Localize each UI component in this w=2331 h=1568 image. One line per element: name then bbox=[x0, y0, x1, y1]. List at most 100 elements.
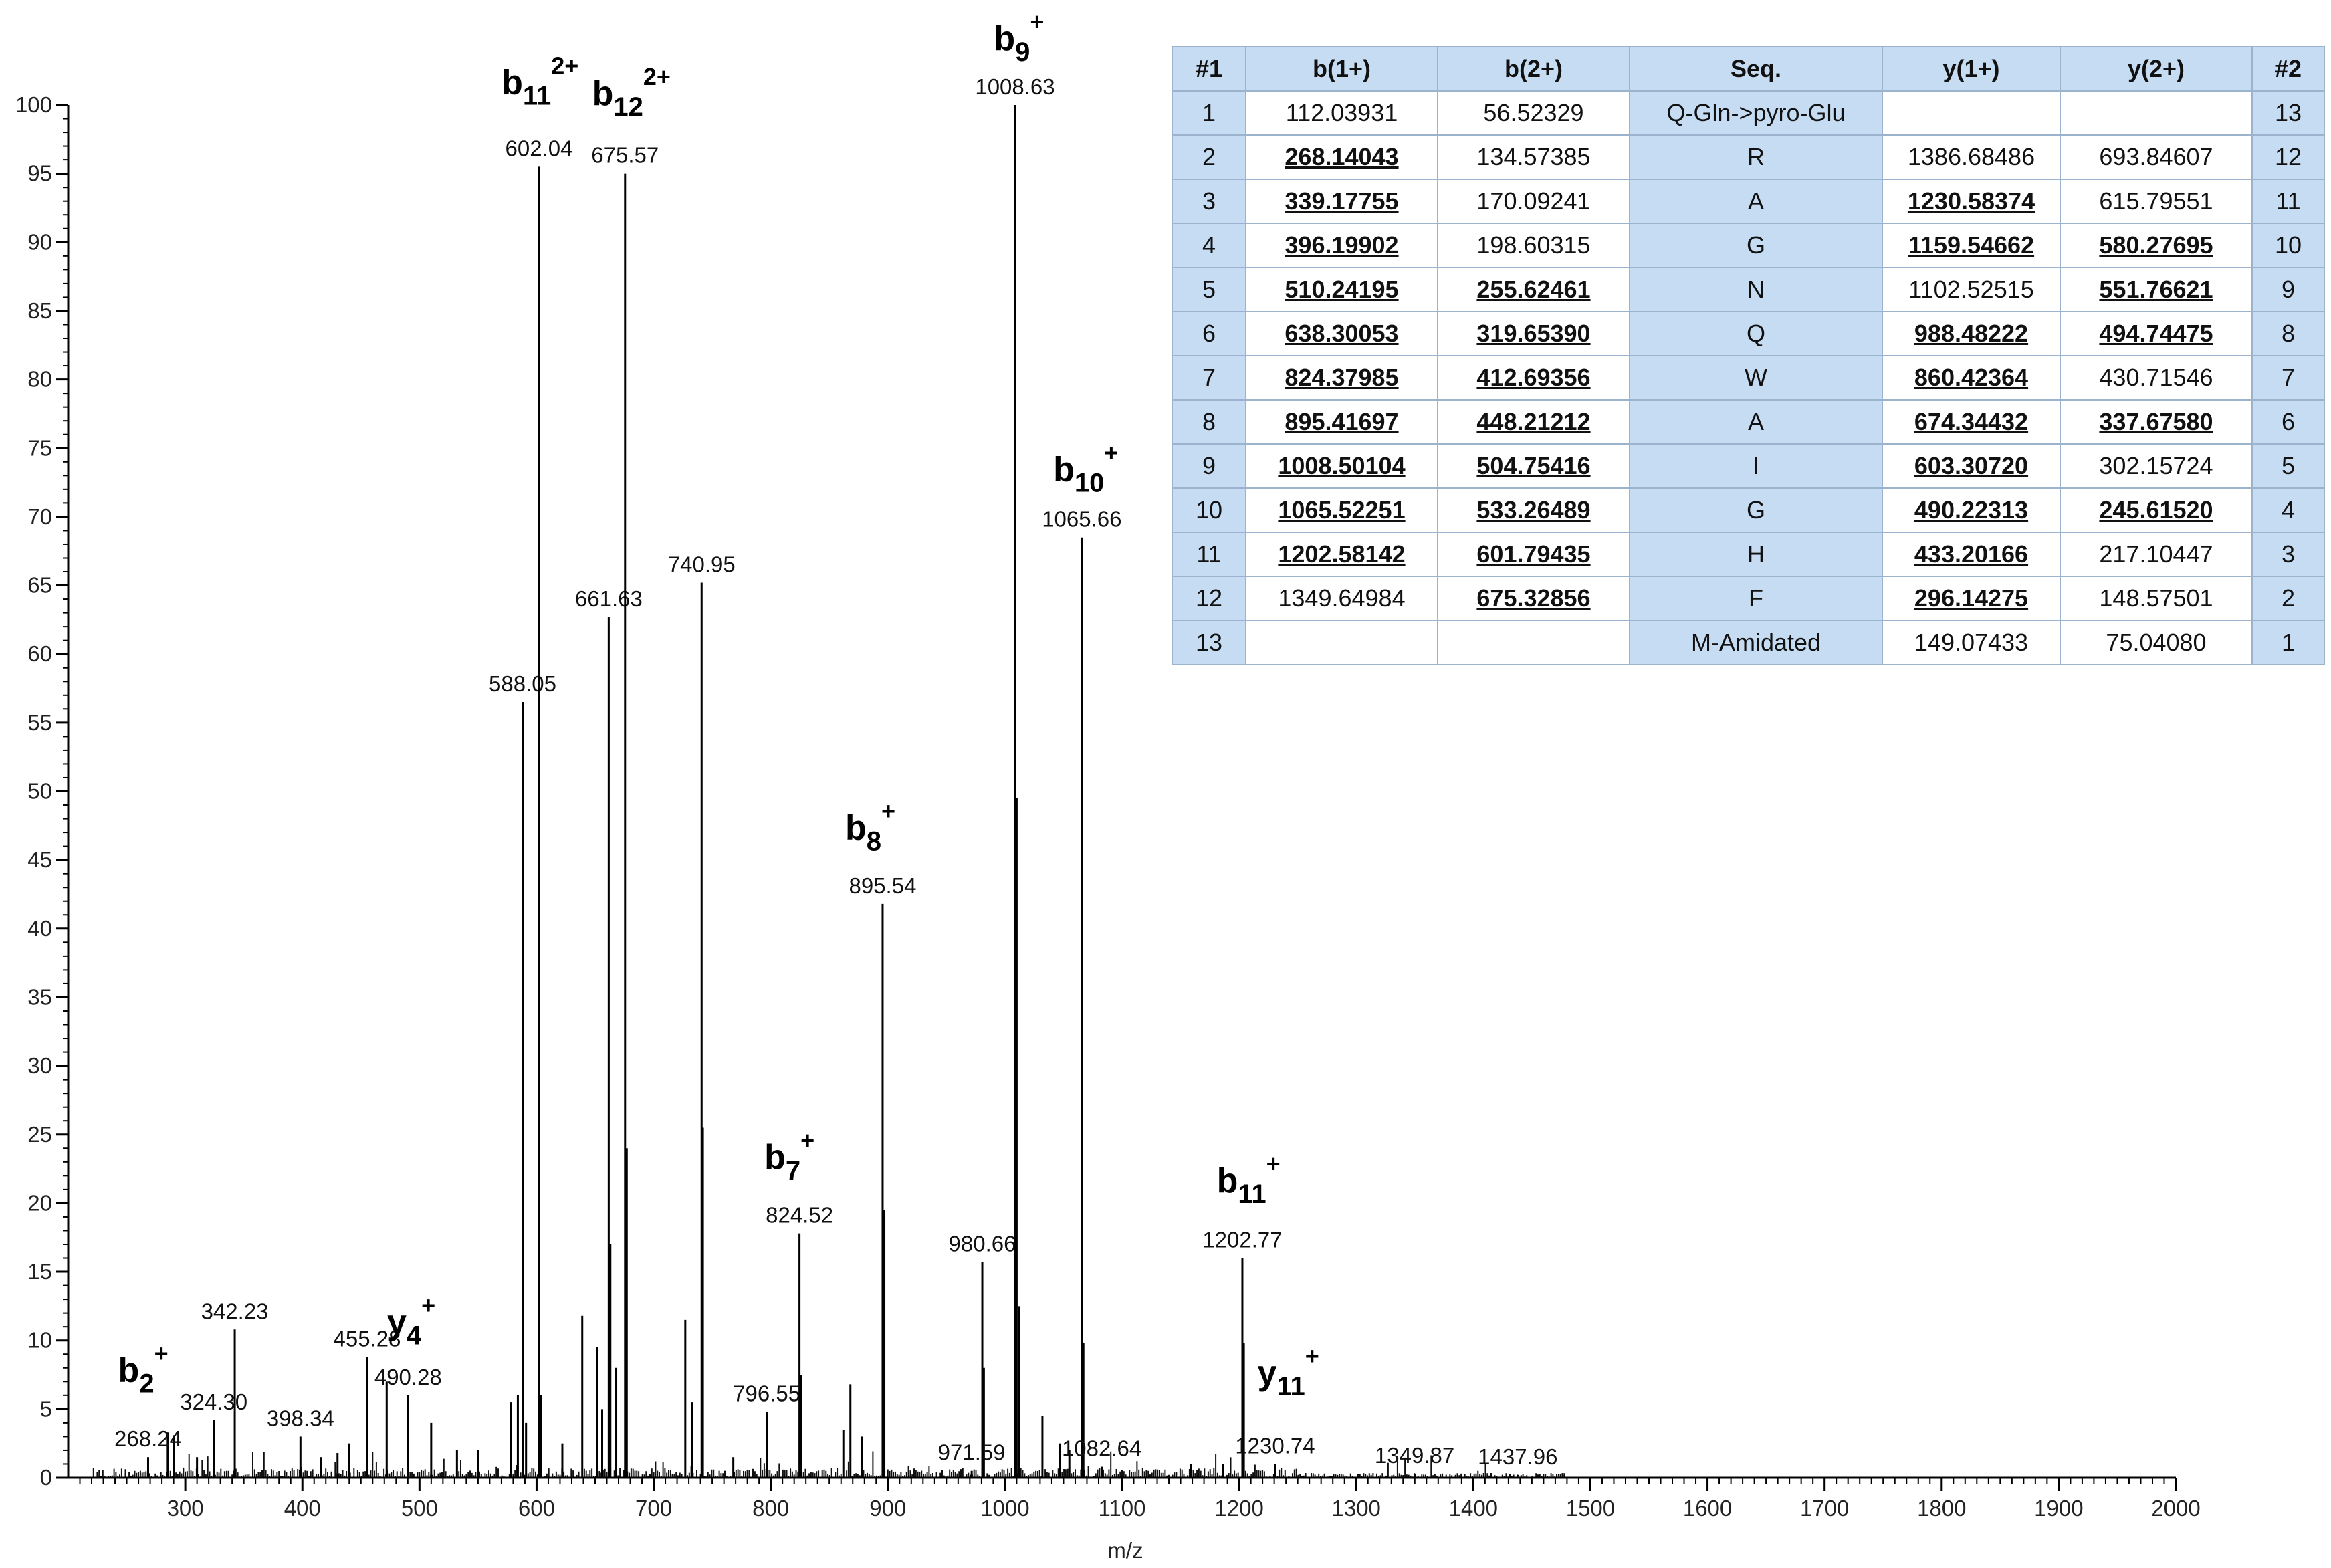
cell-y1 bbox=[1882, 90, 2061, 136]
cell-y2: 580.27695 bbox=[2060, 223, 2253, 268]
peak-mz-label: 824.52 bbox=[766, 1203, 833, 1228]
cell-b1: 1065.52251 bbox=[1245, 487, 1438, 533]
cell-index1: 8 bbox=[1172, 399, 1246, 445]
cell-seq: I bbox=[1629, 443, 1883, 489]
minor-peaks bbox=[166, 798, 1245, 1478]
ion-annotation: b10+ bbox=[1053, 439, 1118, 498]
cell-b2: 198.60315 bbox=[1437, 223, 1630, 268]
table-row: 8 895.41697 448.21212 A 674.34432 337.67580 6 bbox=[1172, 399, 2325, 445]
cell-y2: 551.76621 bbox=[2060, 267, 2253, 312]
cell-b2: 170.09241 bbox=[1437, 179, 1630, 224]
y-tick-label: 90 bbox=[27, 229, 52, 254]
cell-index2: 6 bbox=[2251, 399, 2325, 445]
cell-index2: 3 bbox=[2251, 532, 2325, 577]
x-tick-label: 1000 bbox=[980, 1496, 1029, 1521]
x-tick-label: 2000 bbox=[2151, 1496, 2200, 1521]
x-tick-label: 1900 bbox=[2034, 1496, 2083, 1521]
col-header-index2: #2 bbox=[2251, 46, 2325, 92]
cell-b2: 675.32856 bbox=[1437, 576, 1630, 621]
cell-index2: 1 bbox=[2251, 620, 2325, 665]
cell-index2: 8 bbox=[2251, 311, 2325, 356]
y-tick-label: 95 bbox=[27, 161, 52, 186]
cell-b1: 268.14043 bbox=[1245, 134, 1438, 180]
table-row: 1 112.03931 56.52329 Q-Gln->pyro-Glu 13 bbox=[1172, 90, 2325, 136]
cell-seq: G bbox=[1629, 487, 1883, 533]
peak-mz-label: 1065.66 bbox=[1042, 507, 1121, 532]
x-tick-label: 400 bbox=[284, 1496, 321, 1521]
x-tick-label: 1600 bbox=[1683, 1496, 1732, 1521]
cell-index1: 7 bbox=[1172, 355, 1246, 401]
cell-y1: 490.22313 bbox=[1882, 487, 2061, 533]
x-tick-label: 500 bbox=[401, 1496, 438, 1521]
x-tick-label: 600 bbox=[518, 1496, 555, 1521]
cell-index1: 11 bbox=[1172, 532, 1246, 577]
cell-index1: 10 bbox=[1172, 487, 1246, 533]
y-tick-label: 0 bbox=[40, 1465, 52, 1490]
peak-mz-label: 1082.64 bbox=[1062, 1436, 1141, 1461]
x-tick-label: 300 bbox=[167, 1496, 204, 1521]
cell-b2: 319.65390 bbox=[1437, 311, 1630, 356]
cell-b2: 412.69356 bbox=[1437, 355, 1630, 401]
y-tick-label: 5 bbox=[40, 1396, 52, 1421]
peak-mz-label: 455.28 bbox=[334, 1326, 401, 1351]
cell-b2: 255.62461 bbox=[1437, 267, 1630, 312]
peak-mz-label: 1202.77 bbox=[1202, 1228, 1282, 1252]
peak-mz-label: 796.55 bbox=[733, 1381, 800, 1406]
cell-b2: 134.57385 bbox=[1437, 134, 1630, 180]
peak-mz-label: 324.30 bbox=[180, 1389, 247, 1414]
cell-index2: 13 bbox=[2251, 90, 2325, 136]
ion-annotation: y11+ bbox=[1258, 1342, 1319, 1401]
cell-index1: 6 bbox=[1172, 311, 1246, 356]
axes: 300 400 500 600 700 800 900 1000 1100 1200 1300 140… bbox=[15, 92, 2201, 1563]
y-tick-label: 10 bbox=[27, 1328, 52, 1353]
cell-b2 bbox=[1437, 620, 1630, 665]
peak-mz-label: 1437.96 bbox=[1478, 1444, 1557, 1469]
table-row: 5 510.24195 255.62461 N 1102.52515 551.76621 9 bbox=[1172, 267, 2325, 312]
cell-b1: 510.24195 bbox=[1245, 267, 1438, 312]
cell-seq: W bbox=[1629, 355, 1883, 401]
ion-annotation: b11+ bbox=[1217, 1150, 1281, 1209]
y-tick-label: 60 bbox=[27, 641, 52, 666]
x-tick-label: 1300 bbox=[1332, 1496, 1381, 1521]
cell-y2: 148.57501 bbox=[2060, 576, 2253, 621]
ion-annotation: b112+ bbox=[502, 52, 578, 111]
cell-y2: 217.10447 bbox=[2060, 532, 2253, 577]
cell-b2: 56.52329 bbox=[1437, 90, 1630, 136]
table-row: 10 1065.52251 533.26489 G 490.22313 245.61520… bbox=[1172, 487, 2325, 533]
cell-b1: 638.30053 bbox=[1245, 311, 1438, 356]
cell-seq: M-Amidated bbox=[1629, 620, 1883, 665]
cell-b1 bbox=[1245, 620, 1438, 665]
cell-y2: 430.71546 bbox=[2060, 355, 2253, 401]
cell-index1: 4 bbox=[1172, 223, 1246, 268]
table-row: 11 1202.58142 601.79435 H 433.20166 217.10447… bbox=[1172, 532, 2325, 577]
col-header-y2: y(2+) bbox=[2060, 46, 2253, 92]
cell-seq: F bbox=[1629, 576, 1883, 621]
y-tick-label: 25 bbox=[27, 1122, 52, 1147]
cell-y1: 860.42364 bbox=[1882, 355, 2061, 401]
y-tick-label: 35 bbox=[27, 984, 52, 1009]
ion-annotation: b9+ bbox=[994, 8, 1044, 67]
ion-annotation: b122+ bbox=[592, 63, 671, 122]
cell-y1: 433.20166 bbox=[1882, 532, 2061, 577]
table-row: 3 339.17755 170.09241 A 1230.58374 615.79551 1… bbox=[1172, 179, 2325, 224]
labeled-peaks: 268.24 324.30 342.23 398.34 455.28 490.28 588.… bbox=[114, 74, 1557, 1478]
table-row: 4 396.19902 198.60315 G 1159.54662 580.27695 1… bbox=[1172, 223, 2325, 268]
cell-b1: 1202.58142 bbox=[1245, 532, 1438, 577]
peak-mz-label: 342.23 bbox=[201, 1299, 269, 1323]
cell-b1: 895.41697 bbox=[1245, 399, 1438, 445]
y-tick-label: 100 bbox=[15, 92, 52, 117]
table-row: 2 268.14043 134.57385 R 1386.68486 693.84607 1… bbox=[1172, 134, 2325, 180]
cell-b2: 601.79435 bbox=[1437, 532, 1630, 577]
y-tick-label: 40 bbox=[27, 916, 52, 941]
y-tick-label: 65 bbox=[27, 573, 52, 598]
table-row: 7 824.37985 412.69356 W 860.42364 430.71546 7 bbox=[1172, 355, 2325, 401]
peak-mz-label: 490.28 bbox=[374, 1365, 442, 1389]
cell-y1: 674.34432 bbox=[1882, 399, 2061, 445]
y-tick-label: 75 bbox=[27, 435, 52, 460]
y-tick-label: 85 bbox=[27, 298, 52, 323]
cell-index1: 12 bbox=[1172, 576, 1246, 621]
fragment-ion-table: #1 b(1+) b(2+) Seq. y(1+) y(2+) #2 1 112.… bbox=[1172, 46, 2325, 665]
y-tick-label: 30 bbox=[27, 1053, 52, 1078]
cell-seq: N bbox=[1629, 267, 1883, 312]
